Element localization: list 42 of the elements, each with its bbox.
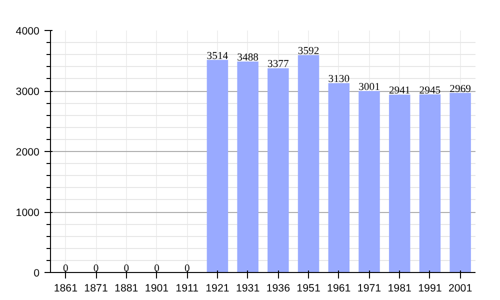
x-tick-label: 1911 — [176, 282, 199, 294]
data-label: 2969 — [450, 84, 471, 95]
data-label: 0 — [93, 264, 99, 274]
x-tick-label: 1861 — [54, 282, 78, 294]
x-tick-label: 1981 — [388, 282, 412, 294]
x-tick-label: 1881 — [114, 282, 138, 294]
data-label: 3001 — [358, 82, 380, 93]
x-tick-label: 1961 — [327, 282, 351, 294]
y-tick-label: 3000 — [16, 86, 40, 98]
x-tick-label: 2001 — [448, 282, 472, 294]
bar — [237, 61, 258, 272]
data-label: 0 — [63, 264, 68, 274]
data-label: 3592 — [298, 46, 320, 58]
bar — [388, 94, 410, 272]
y-tick-label: 4000 — [16, 26, 40, 38]
y-tick-label: 2000 — [16, 146, 40, 158]
bar — [268, 68, 289, 272]
x-tick-label: 1951 — [296, 282, 320, 294]
bar — [358, 90, 380, 272]
x-tick-label: 1871 — [84, 282, 108, 294]
data-label: 2941 — [388, 86, 410, 97]
data-label: 2945 — [419, 85, 441, 96]
bar — [298, 55, 320, 272]
x-tick-label: 1901 — [144, 282, 169, 294]
x-tick-label: 1936 — [266, 282, 290, 294]
y-tick-label: 0 — [34, 268, 40, 280]
data-label: 0 — [184, 264, 190, 274]
bar — [206, 60, 228, 272]
data-label: 3377 — [268, 59, 290, 70]
data-label: 0 — [154, 264, 160, 274]
bar — [450, 92, 471, 272]
data-label: 3488 — [237, 52, 258, 64]
y-tick-label: 1000 — [16, 207, 40, 219]
data-label: 0 — [124, 264, 130, 274]
data-label: 3514 — [206, 50, 229, 62]
x-tick-label: 1971 — [357, 282, 382, 294]
bar — [419, 94, 441, 272]
bar — [328, 83, 350, 272]
x-tick-label: 1991 — [418, 282, 442, 294]
data-label: 3130 — [328, 74, 350, 86]
x-tick-label: 1931 — [236, 282, 260, 294]
x-tick-label: 1921 — [206, 282, 230, 294]
